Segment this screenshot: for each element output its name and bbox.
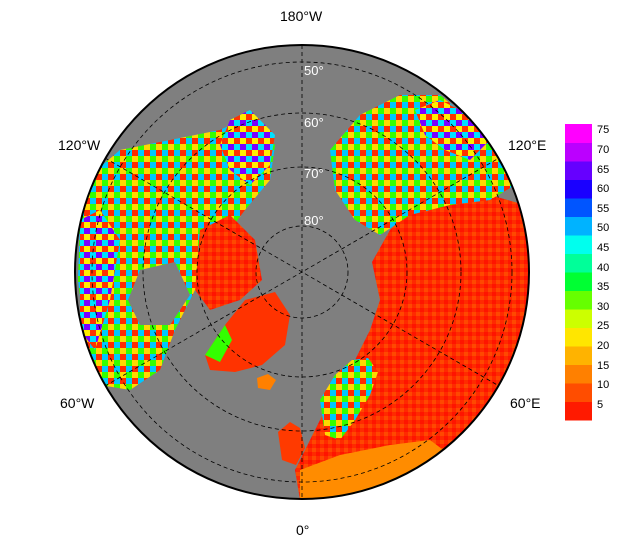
lat-label-80: 80°	[304, 213, 324, 228]
colorbar-tick-20: 20	[597, 340, 610, 352]
colorbar-segment	[565, 161, 592, 180]
colorbar-segment	[565, 272, 592, 291]
colorbar-segment	[565, 198, 592, 217]
colorbar-tick-5: 5	[597, 399, 604, 411]
land-europe-south	[300, 440, 450, 499]
colorbar-tick-60: 60	[597, 183, 610, 195]
colorbar-segment	[565, 253, 592, 273]
colorbar-tick-50: 50	[597, 222, 610, 234]
colorbar-tick-65: 65	[597, 164, 610, 176]
colorbar-segment	[565, 290, 592, 310]
greenland-coast	[205, 325, 232, 362]
colorbar-segment	[565, 309, 592, 328]
lon-label-0: 0°	[296, 522, 310, 538]
map-border	[74, 44, 530, 500]
colorbar-tick-10: 10	[597, 379, 610, 391]
colorbar-tick-35: 35	[597, 281, 610, 293]
colorbar-segment	[565, 235, 592, 254]
colorbar-tick-45: 45	[597, 242, 610, 254]
lon-label-60w: 60°W	[60, 395, 95, 411]
colorbar-tick-15: 15	[597, 360, 610, 372]
lat-label-50: 50°	[304, 63, 324, 78]
colorbar-segment	[565, 179, 592, 199]
colorbar-segment	[565, 327, 592, 347]
colorbar-segment	[565, 346, 592, 365]
colorbar-tick-75: 75	[597, 124, 610, 136]
colorbar-tick-55: 55	[597, 203, 610, 215]
land-scandinavia	[320, 358, 378, 440]
colorbar-tick-40: 40	[597, 262, 610, 274]
land-iceland	[257, 374, 276, 390]
colorbar-segment	[565, 124, 592, 143]
lat-label-70: 70°	[304, 166, 324, 181]
land-canada-west	[80, 210, 120, 350]
colorbar-segment	[565, 383, 592, 402]
lon-label-120e: 120°E	[508, 137, 547, 153]
colorbar-tick-30: 30	[597, 301, 610, 313]
lon-label-60e: 60°E	[510, 395, 541, 411]
land-british-isles	[278, 422, 305, 465]
land-north-america	[78, 118, 275, 390]
colorbar-tick-70: 70	[597, 144, 610, 156]
colorbar-segment	[565, 401, 592, 421]
colorbar-segment	[565, 216, 592, 236]
lat-label-60: 60°	[304, 115, 324, 130]
land-greenland	[205, 292, 290, 372]
colorbar-segment	[565, 364, 592, 384]
lon-label-180w: 180°W	[280, 8, 323, 24]
land-chukotka	[415, 100, 490, 160]
land-alaska	[220, 110, 275, 185]
colorbar-tick-25: 25	[597, 320, 610, 332]
lon-label-120w: 120°W	[58, 137, 101, 153]
map-disk	[74, 44, 530, 500]
colorbar-segment	[565, 142, 592, 162]
graticule	[91, 45, 513, 499]
colorbar	[565, 124, 592, 421]
